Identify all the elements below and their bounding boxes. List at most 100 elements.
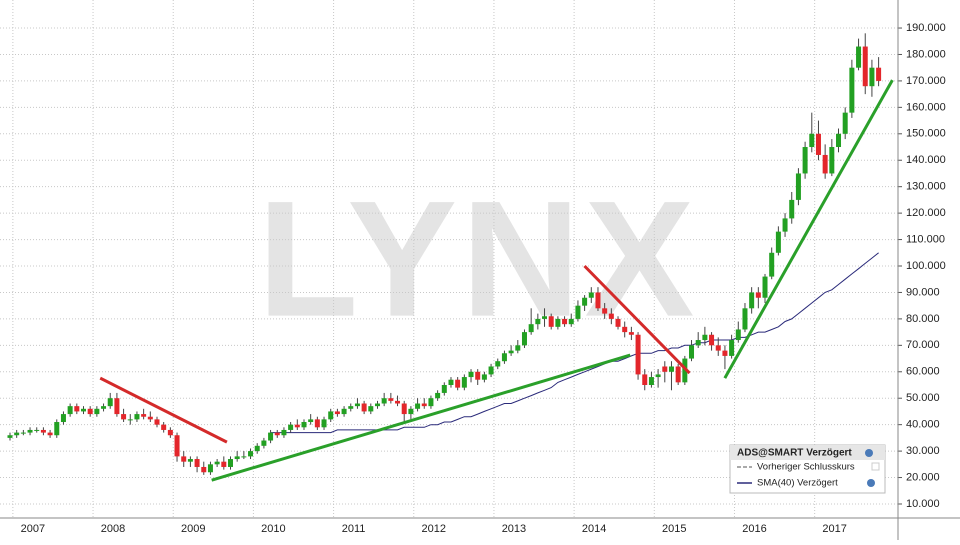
x-tick-label: 2017 <box>822 523 846 535</box>
candle-body <box>608 313 614 319</box>
candle-body <box>354 403 360 407</box>
candle-body <box>227 459 233 467</box>
x-tick-label: 2015 <box>662 523 686 535</box>
candle-body <box>181 456 187 462</box>
y-tick-label: 150.000 <box>906 128 946 140</box>
candle-body <box>729 340 735 356</box>
candle-body <box>628 332 634 335</box>
candle-body <box>381 398 387 404</box>
candle-body <box>755 292 761 298</box>
candle-body <box>334 411 340 415</box>
candle-body <box>328 411 334 420</box>
candle-body <box>648 377 654 385</box>
candle-body <box>635 334 641 375</box>
candle-body <box>495 361 501 367</box>
y-tick-label: 160.000 <box>906 101 946 113</box>
candle-body <box>127 419 133 421</box>
y-tick-label: 30.000 <box>906 445 940 457</box>
candle-body <box>709 334 715 346</box>
candle-body <box>836 133 842 148</box>
candle-body <box>488 366 494 375</box>
candle-body <box>682 358 688 383</box>
candle-body <box>515 345 521 351</box>
candle-body <box>87 408 93 415</box>
candle-body <box>615 318 621 327</box>
sma-line <box>270 252 879 434</box>
candle-body <box>47 432 53 436</box>
candle-body <box>675 366 681 383</box>
candle-body <box>602 308 608 314</box>
candle-body <box>822 154 828 174</box>
candle-body <box>722 350 728 356</box>
candle-body <box>428 398 434 407</box>
candle-body <box>121 414 127 420</box>
candle-body <box>421 403 427 407</box>
candle-body <box>849 67 855 113</box>
y-tick-label: 60.000 <box>906 366 940 378</box>
candle-body <box>60 414 66 423</box>
candle-body <box>388 398 394 401</box>
x-tick-label: 2014 <box>582 523 606 535</box>
candle-body <box>308 419 314 423</box>
y-tick-label: 10.000 <box>906 498 940 510</box>
candle-body <box>501 353 507 362</box>
candle-body <box>809 133 815 148</box>
candle-body <box>435 392 441 399</box>
candle-body <box>461 377 467 388</box>
candle-body <box>521 332 527 346</box>
candle-body <box>74 406 80 412</box>
legend: ADS@SMART Verzögert Vorheriger Schlusskur… <box>729 444 886 494</box>
x-tick-label: 2008 <box>101 523 125 535</box>
candle-body <box>201 466 207 473</box>
candle-body <box>588 292 594 298</box>
candle-body <box>348 406 354 409</box>
candle-body <box>715 345 721 351</box>
candle-body <box>94 408 100 415</box>
candle-body <box>481 374 487 380</box>
candle-body <box>114 398 120 415</box>
y-tick-label: 70.000 <box>906 339 940 351</box>
legend-check <box>871 462 880 471</box>
candle-body <box>395 400 401 404</box>
candle-body <box>314 419 320 428</box>
candle-body <box>254 445 260 452</box>
legend-header <box>730 445 885 460</box>
candle-body <box>475 371 481 380</box>
x-tick-label: 2009 <box>181 523 205 535</box>
candle-body <box>582 297 588 306</box>
candle-body <box>207 464 213 473</box>
legend-icon <box>865 449 873 457</box>
candle-body <box>655 374 661 378</box>
candle-body <box>702 334 708 341</box>
candle-body <box>281 429 287 436</box>
y-tick-label: 100.000 <box>906 260 946 272</box>
candle-body <box>595 292 601 309</box>
legend-item: SMA(40) Verzögert <box>757 478 838 489</box>
candle-body <box>689 345 695 359</box>
candle-body <box>288 424 294 430</box>
candle-body <box>187 459 193 462</box>
candle-body <box>528 324 534 333</box>
candle-body <box>14 432 20 436</box>
candle-body <box>241 456 247 458</box>
y-tick-label: 20.000 <box>906 471 940 483</box>
candle-body <box>555 318 561 327</box>
candle-body <box>862 46 868 87</box>
candle-body <box>869 67 875 87</box>
candle-body <box>167 429 173 436</box>
y-tick-label: 120.000 <box>906 207 946 219</box>
candle-body <box>274 432 280 436</box>
candle-body <box>34 429 40 431</box>
candle-body <box>789 199 795 219</box>
candle-body <box>662 366 668 372</box>
candle-body <box>795 173 801 200</box>
candle-body <box>568 318 574 325</box>
candle-body <box>161 424 167 430</box>
candle-body <box>107 398 113 407</box>
candle-body <box>154 419 160 425</box>
candle-body <box>749 292 755 309</box>
candle-body <box>374 403 380 407</box>
legend-item: Vorheriger Schlusskurs <box>757 462 855 473</box>
y-tick-label: 140.000 <box>906 154 946 166</box>
